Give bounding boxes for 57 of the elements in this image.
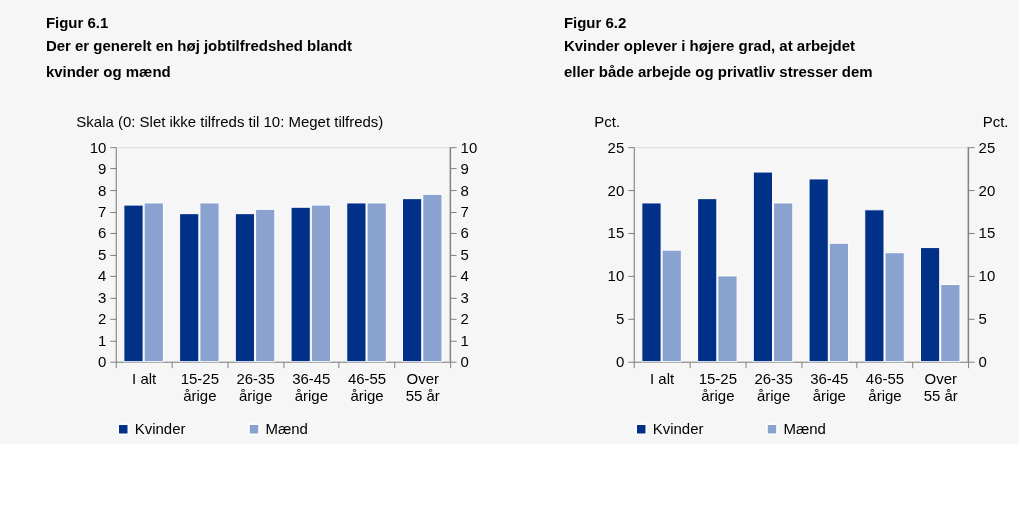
y-tick-label: 2 [97,310,107,328]
y-tick-label: 7 [97,203,107,221]
y-tick-label: 4 [97,267,107,285]
x-tick-label: 36-45 årige [292,370,331,405]
y2-tick-label: 1 [460,331,469,349]
x-tick-label: I alt [132,370,158,388]
x-tick-label: 46-55 årige [865,370,905,405]
y-tick-label: 1 [97,331,107,349]
x-tick-label: Over 55 år [405,370,440,405]
y-tick-label: 10 [89,138,107,156]
y-tick-label: 20 [607,181,625,199]
x-tick-label: 15-25 årige [180,370,220,405]
y2-tick-label: 9 [460,160,469,178]
x-tick-label: 26-35 årige [754,370,793,405]
y2-tick-label: 4 [460,267,469,285]
y-axis-title: Pct. [594,112,621,130]
y-tick-label: 3 [97,288,107,306]
y2-tick-label: 6 [460,224,469,242]
y2-tick-label: 25 [978,138,996,156]
y2-axis-title: Pct. [982,112,1009,130]
y2-tick-label: 5 [978,310,987,328]
y2-tick-label: 7 [460,203,469,221]
legend-label: Mænd [265,420,308,438]
y-tick-label: 0 [97,353,107,371]
y2-tick-label: 10 [978,267,996,285]
y-tick-label: 8 [97,181,107,199]
y-tick-label: 10 [607,267,625,285]
x-tick-label: 26-35 årige [236,370,275,405]
chart-subtitle: Kvinder oplever i højere grad, at arbejdet eller både arbejde og privatliv stresser dem [563,37,873,81]
y2-tick-label: 10 [460,138,478,156]
y-axis-title: Skala (0: Slet ikke tilfreds til 10: Meget tilfreds) [76,112,384,130]
y-tick-label: 5 [615,310,625,328]
y2-tick-label: 15 [978,224,996,242]
chart-subtitle: Der er generelt en høj jobtilfredshed blandt kvinder og mænd [45,37,352,81]
legend-label: Kvinder [652,420,704,438]
x-tick-label: I alt [650,370,676,388]
y-tick-label: 25 [607,138,625,156]
y2-tick-label: 20 [978,181,996,199]
y2-tick-label: 0 [978,353,987,371]
x-tick-label: Over 55 år [923,370,958,405]
legend-label: Mænd [783,420,826,438]
y2-tick-label: 3 [460,288,469,306]
legend-label: Kvinder [134,420,186,438]
y-tick-label: 6 [97,224,107,242]
y2-tick-label: 2 [460,310,469,328]
y-tick-label: 9 [97,160,107,178]
y2-tick-label: 5 [460,245,469,263]
x-tick-label: 46-55 årige [347,370,387,405]
y2-tick-label: 0 [460,353,469,371]
x-tick-label: 36-45 årige [810,370,849,405]
chart-title: Figur 6.2 [563,14,627,32]
y2-tick-label: 8 [460,181,469,199]
y-tick-label: 5 [97,245,107,263]
y-tick-label: 15 [607,224,625,242]
y-tick-label: 0 [615,353,625,371]
chart-title: Figur 6.1 [45,14,109,32]
x-tick-label: 15-25 årige [698,370,737,405]
